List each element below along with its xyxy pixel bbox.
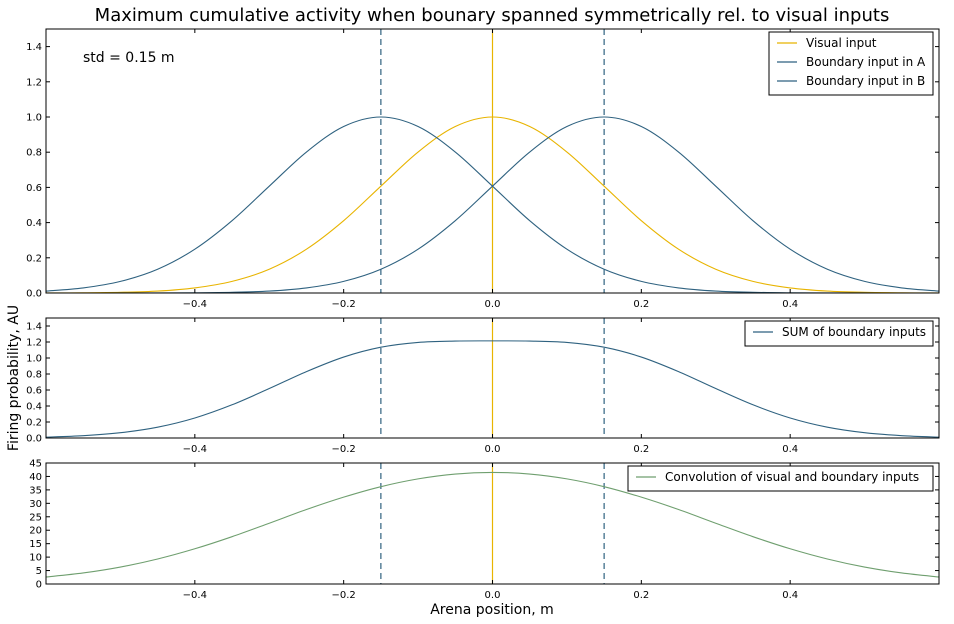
legend-entry: Boundary input in A [806,55,926,69]
std-annotation: std = 0.15 m [83,50,175,66]
y-tick-label: 1.0 [26,354,42,365]
y-tick-label: 0.0 [26,434,42,445]
x-tick-label: 0.4 [782,590,798,601]
x-tick-label: −0.4 [183,590,207,601]
panel-3: −0.4 −0.2 0.0 0.2 0.4 0 5 10 15 20 25 30 35 40 45 Convo… [29,459,940,601]
legend-entry: Convolution of visual and boundary input… [665,470,919,484]
x-tick-label: 0.2 [633,299,649,310]
x-tick-label: −0.4 [183,299,207,310]
legend: Convolution of visual and boundary input… [627,465,934,492]
y-tick-label: 40 [29,472,42,483]
legend-entry: Visual input [806,36,877,50]
y-tick-label: 45 [29,459,42,470]
legend-entry: SUM of boundary inputs [782,325,926,339]
y-tick-label: 0.2 [26,253,42,264]
x-tick-label: 0.4 [782,444,798,455]
legend: Visual input Boundary input in A Boundary … [768,31,934,96]
y-tick-label: 30 [29,499,42,510]
y-tick-label: 0.4 [26,218,42,229]
legend: SUM of boundary inputs [744,320,934,347]
y-tick-label: 1.4 [26,42,42,53]
y-tick-label: 10 [29,553,42,564]
y-axis-label: Firing probability, AU [6,305,22,451]
y-tick-label: 0.2 [26,418,42,429]
legend-entry: Boundary input in B [806,74,925,88]
x-tick-label: −0.2 [332,444,356,455]
series-line-2-1 [45,340,940,438]
x-axis-label: Arena position, m [430,602,554,618]
x-tick-label: −0.2 [332,590,356,601]
x-tick-label: 0.0 [485,444,501,455]
x-tick-label: 0.2 [633,444,649,455]
y-tick-label: 15 [29,539,42,550]
series-line-3-1 [45,471,940,578]
x-tick-label: 0.2 [633,590,649,601]
y-tick-label: 0.8 [26,370,42,381]
y-tick-label: 1.2 [26,77,42,88]
y-tick-label: 0.8 [26,148,42,159]
x-tick-label: 0.0 [485,299,501,310]
panel-2: −0.4 −0.2 0.0 0.2 0.4 0.0 0.2 0.4 0.6 0.8 1.0 1.2 1.… [26,317,940,455]
y-tick-label: 0.4 [26,402,42,413]
x-tick-label: −0.2 [332,299,356,310]
x-tick-label: 0.0 [485,590,501,601]
legend-box [627,465,934,492]
chart-title: Maximum cumulative activity when bounary… [95,5,890,26]
y-tick-label: 20 [29,526,42,537]
panel-1: −0.4 −0.2 0.0 0.2 0.4 0.0 0.2 0.4 0.6 0.8 1.0 1.2 1.… [26,28,940,310]
y-tick-label: 25 [29,512,42,523]
y-tick-label: 0.6 [26,386,42,397]
y-tick-label: 35 [29,485,42,496]
y-tick-label: 1.0 [26,113,42,124]
y-tick-label: 0 [36,580,42,591]
y-tick-label: 0.6 [26,183,42,194]
y-tick-label: 0.0 [26,289,42,300]
x-tick-label: 0.4 [782,299,798,310]
y-tick-label: 1.2 [26,338,42,349]
y-tick-label: 5 [36,566,42,577]
x-tick-label: −0.4 [183,444,207,455]
legend-box [744,320,934,347]
y-tick-label: 1.4 [26,322,42,333]
series-line-1-1 [45,116,940,294]
